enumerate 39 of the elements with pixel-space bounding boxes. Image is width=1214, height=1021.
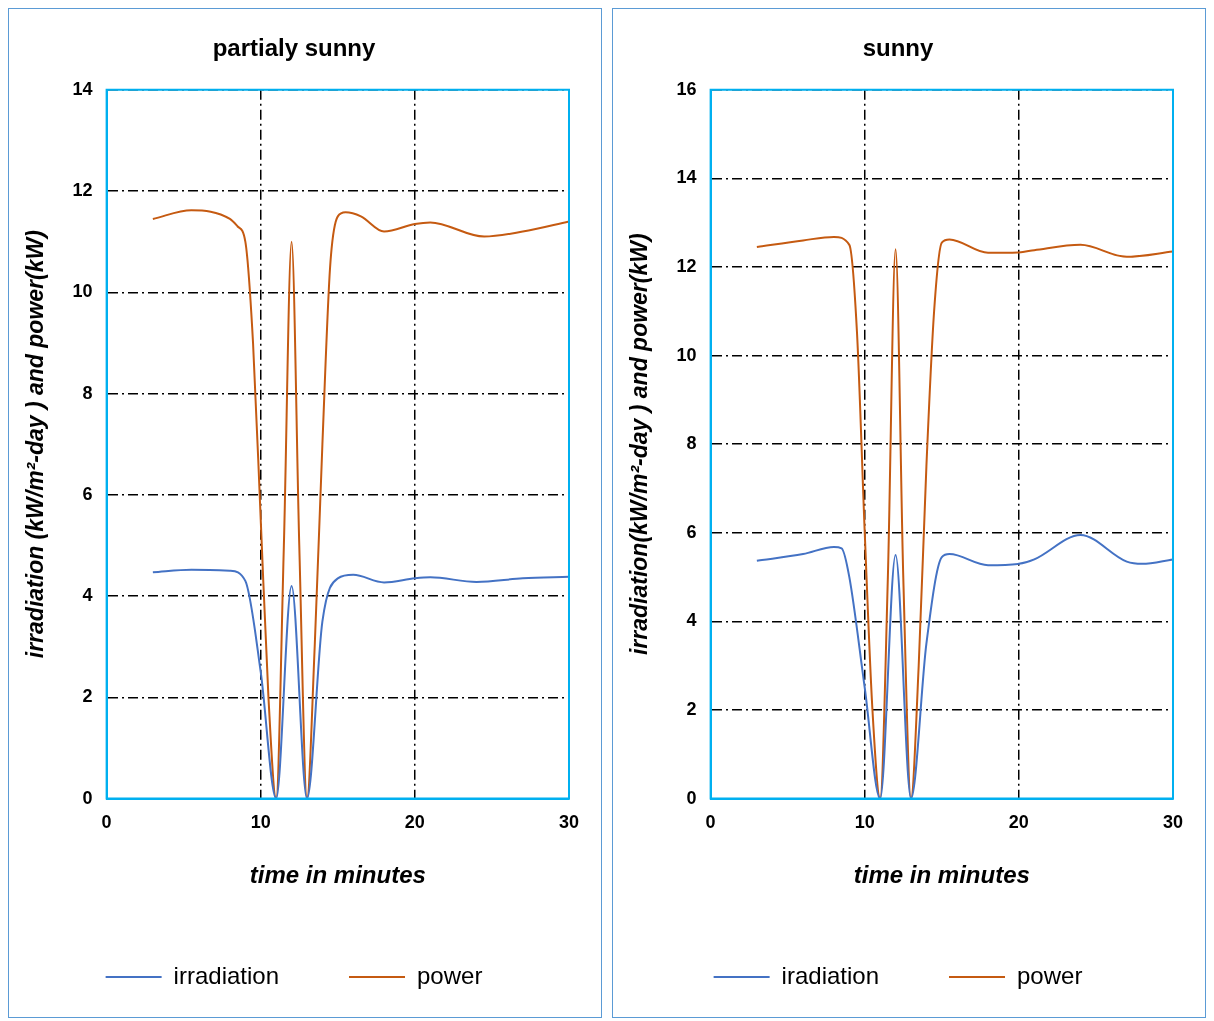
y-tick-label: 12 (676, 255, 697, 276)
y-tick-label: 4 (82, 585, 93, 606)
x-tick-label: 0 (101, 812, 112, 833)
y-tick-label: 6 (686, 521, 697, 542)
legend-label: irradiation (173, 961, 280, 989)
y-tick-label: 12 (72, 180, 93, 201)
x-tick-label: 10 (250, 812, 271, 833)
y-tick-label: 2 (82, 686, 93, 707)
y-tick-label: 8 (686, 433, 697, 454)
chart-title: sunny (862, 34, 934, 62)
line-series (755, 534, 1173, 799)
x-axis-title: time in minutes (853, 861, 1030, 889)
y-tick-label: 4 (686, 610, 697, 631)
y-axis-title: irradiation (kW/m²-day ) and power(kW) (22, 230, 49, 659)
y-axis-title: irradiation(kW/m²-day ) and power(kW) (626, 233, 653, 656)
y-tick-label: 0 (686, 787, 697, 808)
legend-label: iradiation (781, 961, 880, 989)
line-series (151, 568, 569, 799)
x-tick-label: 0 (705, 812, 716, 833)
chart-title: partialy sunny (212, 34, 377, 62)
x-axis-title: time in minutes (249, 861, 426, 889)
y-tick-label: 8 (82, 382, 93, 403)
legend-label: power (1017, 961, 1083, 989)
y-tick-label: 0 (82, 787, 93, 808)
y-tick-label: 10 (72, 281, 93, 302)
y-tick-label: 14 (72, 78, 93, 99)
x-tick-label: 30 (558, 812, 580, 833)
line-series (151, 209, 569, 799)
y-tick-label: 10 (676, 344, 697, 365)
y-tick-label: 2 (686, 698, 697, 719)
x-tick-label: 20 (404, 812, 425, 833)
x-tick-label: 30 (1162, 812, 1184, 833)
line-series (755, 235, 1173, 799)
x-tick-label: 20 (1008, 812, 1029, 833)
x-tick-label: 10 (854, 812, 875, 833)
legend-label: power (417, 961, 483, 989)
y-tick-label: 14 (676, 167, 697, 188)
y-tick-label: 6 (82, 483, 93, 504)
y-tick-label: 16 (676, 78, 697, 99)
